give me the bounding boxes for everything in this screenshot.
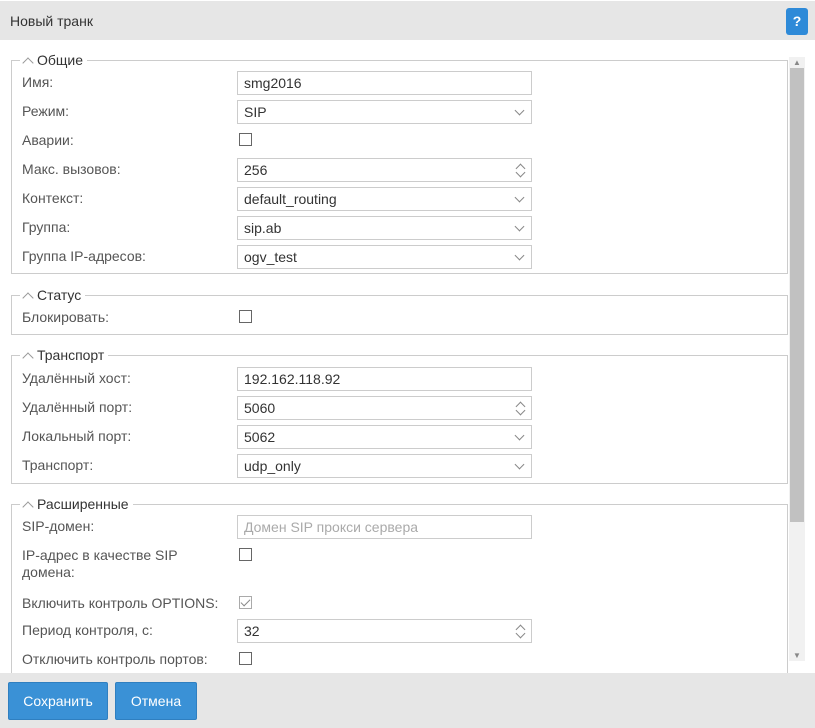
legend-text: Расширенные xyxy=(37,496,129,512)
options-label: Включить контроль OPTIONS: xyxy=(22,595,219,611)
row-remote-port: Удалённый порт: 5060 xyxy=(22,396,782,420)
scroll-up-icon[interactable]: ▲ xyxy=(793,58,801,67)
chevron-down-icon xyxy=(514,105,525,116)
remote-port-value: 5060 xyxy=(244,400,276,416)
block-label: Блокировать: xyxy=(22,309,110,325)
chevron-up-icon xyxy=(22,351,34,364)
max-calls-label: Макс. вызовов: xyxy=(22,161,121,177)
ip-group-select[interactable]: ogv_test xyxy=(237,245,532,269)
block-checkbox[interactable] xyxy=(239,310,252,323)
chevron-up-icon xyxy=(22,56,34,69)
context-select[interactable]: default_routing xyxy=(237,187,532,211)
legend-transport[interactable]: Транспорт xyxy=(20,346,109,364)
row-alarms: Аварии: xyxy=(22,129,782,153)
max-calls-value: 256 xyxy=(244,162,268,178)
period-stepper[interactable]: 32 xyxy=(237,619,532,643)
remote-port-label: Удалённый порт: xyxy=(22,399,133,415)
form-scroll-area: Общие Имя: smg2016 Режим: SIP Аварии: Макс… xyxy=(0,40,815,673)
chevron-down-icon xyxy=(514,221,525,232)
dialog-footer: Сохранить Отмена xyxy=(0,673,815,728)
row-period: Период контроля, с: 32 xyxy=(22,619,782,643)
alarms-label: Аварии: xyxy=(22,132,74,148)
legend-general[interactable]: Общие xyxy=(20,51,88,69)
scrollbar[interactable]: ▲ ▼ xyxy=(789,57,805,661)
row-ip-group: Группа IP-адресов: ogv_test xyxy=(22,245,782,269)
disable-ports-label: Отключить контроль портов: xyxy=(22,651,208,667)
disable-ports-checkbox[interactable] xyxy=(239,652,252,665)
local-port-select[interactable]: 5062 xyxy=(237,425,532,449)
row-ip-as-domain: IP-адрес в качестве SIP домена: xyxy=(22,544,782,584)
mode-select[interactable]: SIP xyxy=(237,100,532,124)
period-label: Период контроля, с: xyxy=(22,622,153,638)
transport-label: Транспорт: xyxy=(22,457,94,473)
row-transport: Транспорт: udp_only xyxy=(22,454,782,478)
scroll-down-icon[interactable]: ▼ xyxy=(793,651,801,660)
period-value: 32 xyxy=(244,623,260,639)
local-port-label: Локальный порт: xyxy=(22,428,132,444)
scrollbar-thumb[interactable] xyxy=(790,68,804,522)
row-max-calls: Макс. вызовов: 256 xyxy=(22,158,782,182)
fieldset-advanced: Расширенные SIP-домен: Домен SIP прокси с… xyxy=(11,495,788,673)
transport-select[interactable]: udp_only xyxy=(237,454,532,478)
row-group: Группа: sip.ab xyxy=(22,216,782,240)
remote-host-label: Удалённый хост: xyxy=(22,370,131,386)
cancel-button[interactable]: Отмена xyxy=(115,682,197,720)
row-options: Включить контроль OPTIONS: xyxy=(22,592,782,616)
sip-domain-input[interactable]: Домен SIP прокси сервера xyxy=(237,515,532,539)
group-select[interactable]: sip.ab xyxy=(237,216,532,240)
row-mode: Режим: SIP xyxy=(22,100,782,124)
legend-status[interactable]: Статус xyxy=(20,286,86,304)
chevron-down-icon xyxy=(514,459,525,470)
local-port-value: 5062 xyxy=(244,429,276,445)
name-input[interactable]: smg2016 xyxy=(237,71,532,95)
row-name: Имя: smg2016 xyxy=(22,71,782,95)
help-button[interactable]: ? xyxy=(786,8,808,35)
spinner-icon[interactable] xyxy=(516,623,524,639)
save-button[interactable]: Сохранить xyxy=(8,682,108,720)
legend-text: Транспорт xyxy=(37,347,105,363)
spinner-icon[interactable] xyxy=(516,400,524,416)
fieldset-transport: Транспорт Удалённый хост: 192.162.118.92 … xyxy=(11,346,788,484)
group-label: Группа: xyxy=(22,219,71,235)
max-calls-stepper[interactable]: 256 xyxy=(237,158,532,182)
ip-as-domain-checkbox[interactable] xyxy=(239,548,252,561)
row-disable-ports: Отключить контроль портов: xyxy=(22,648,782,672)
mode-label: Режим: xyxy=(22,103,70,119)
context-value: default_routing xyxy=(244,191,337,207)
ip-group-label: Группа IP-адресов: xyxy=(22,248,146,264)
ip-group-value: ogv_test xyxy=(244,249,297,265)
remote-host-input[interactable]: 192.162.118.92 xyxy=(237,367,532,391)
chevron-down-icon xyxy=(514,250,525,261)
name-label: Имя: xyxy=(22,74,54,90)
mode-value: SIP xyxy=(244,104,267,120)
row-local-port: Локальный порт: 5062 xyxy=(22,425,782,449)
chevron-down-icon xyxy=(514,430,525,441)
chevron-up-icon xyxy=(22,291,34,304)
legend-text: Статус xyxy=(37,287,82,303)
sip-domain-label: SIP-домен: xyxy=(22,518,95,534)
group-value: sip.ab xyxy=(244,220,282,236)
fieldset-general: Общие Имя: smg2016 Режим: SIP Аварии: Макс… xyxy=(11,51,788,274)
dialog-title: Новый транк xyxy=(10,13,93,29)
fieldset-status: Статус Блокировать: xyxy=(11,286,788,335)
context-label: Контекст: xyxy=(22,190,84,206)
options-checkbox[interactable] xyxy=(239,596,252,609)
transport-value: udp_only xyxy=(244,458,301,474)
legend-text: Общие xyxy=(37,52,84,68)
legend-advanced[interactable]: Расширенные xyxy=(20,495,133,513)
ip-as-domain-label: IP-адрес в качестве SIP домена: xyxy=(22,547,178,580)
row-block: Блокировать: xyxy=(22,306,782,330)
spinner-icon[interactable] xyxy=(516,162,524,178)
row-remote-host: Удалённый хост: 192.162.118.92 xyxy=(22,367,782,391)
remote-port-stepper[interactable]: 5060 xyxy=(237,396,532,420)
chevron-down-icon xyxy=(514,192,525,203)
row-sip-domain: SIP-домен: Домен SIP прокси сервера xyxy=(22,515,782,539)
chevron-up-icon xyxy=(22,500,34,513)
alarms-checkbox[interactable] xyxy=(239,133,252,146)
dialog-header: Новый транк ? xyxy=(0,0,815,40)
row-context: Контекст: default_routing xyxy=(22,187,782,211)
